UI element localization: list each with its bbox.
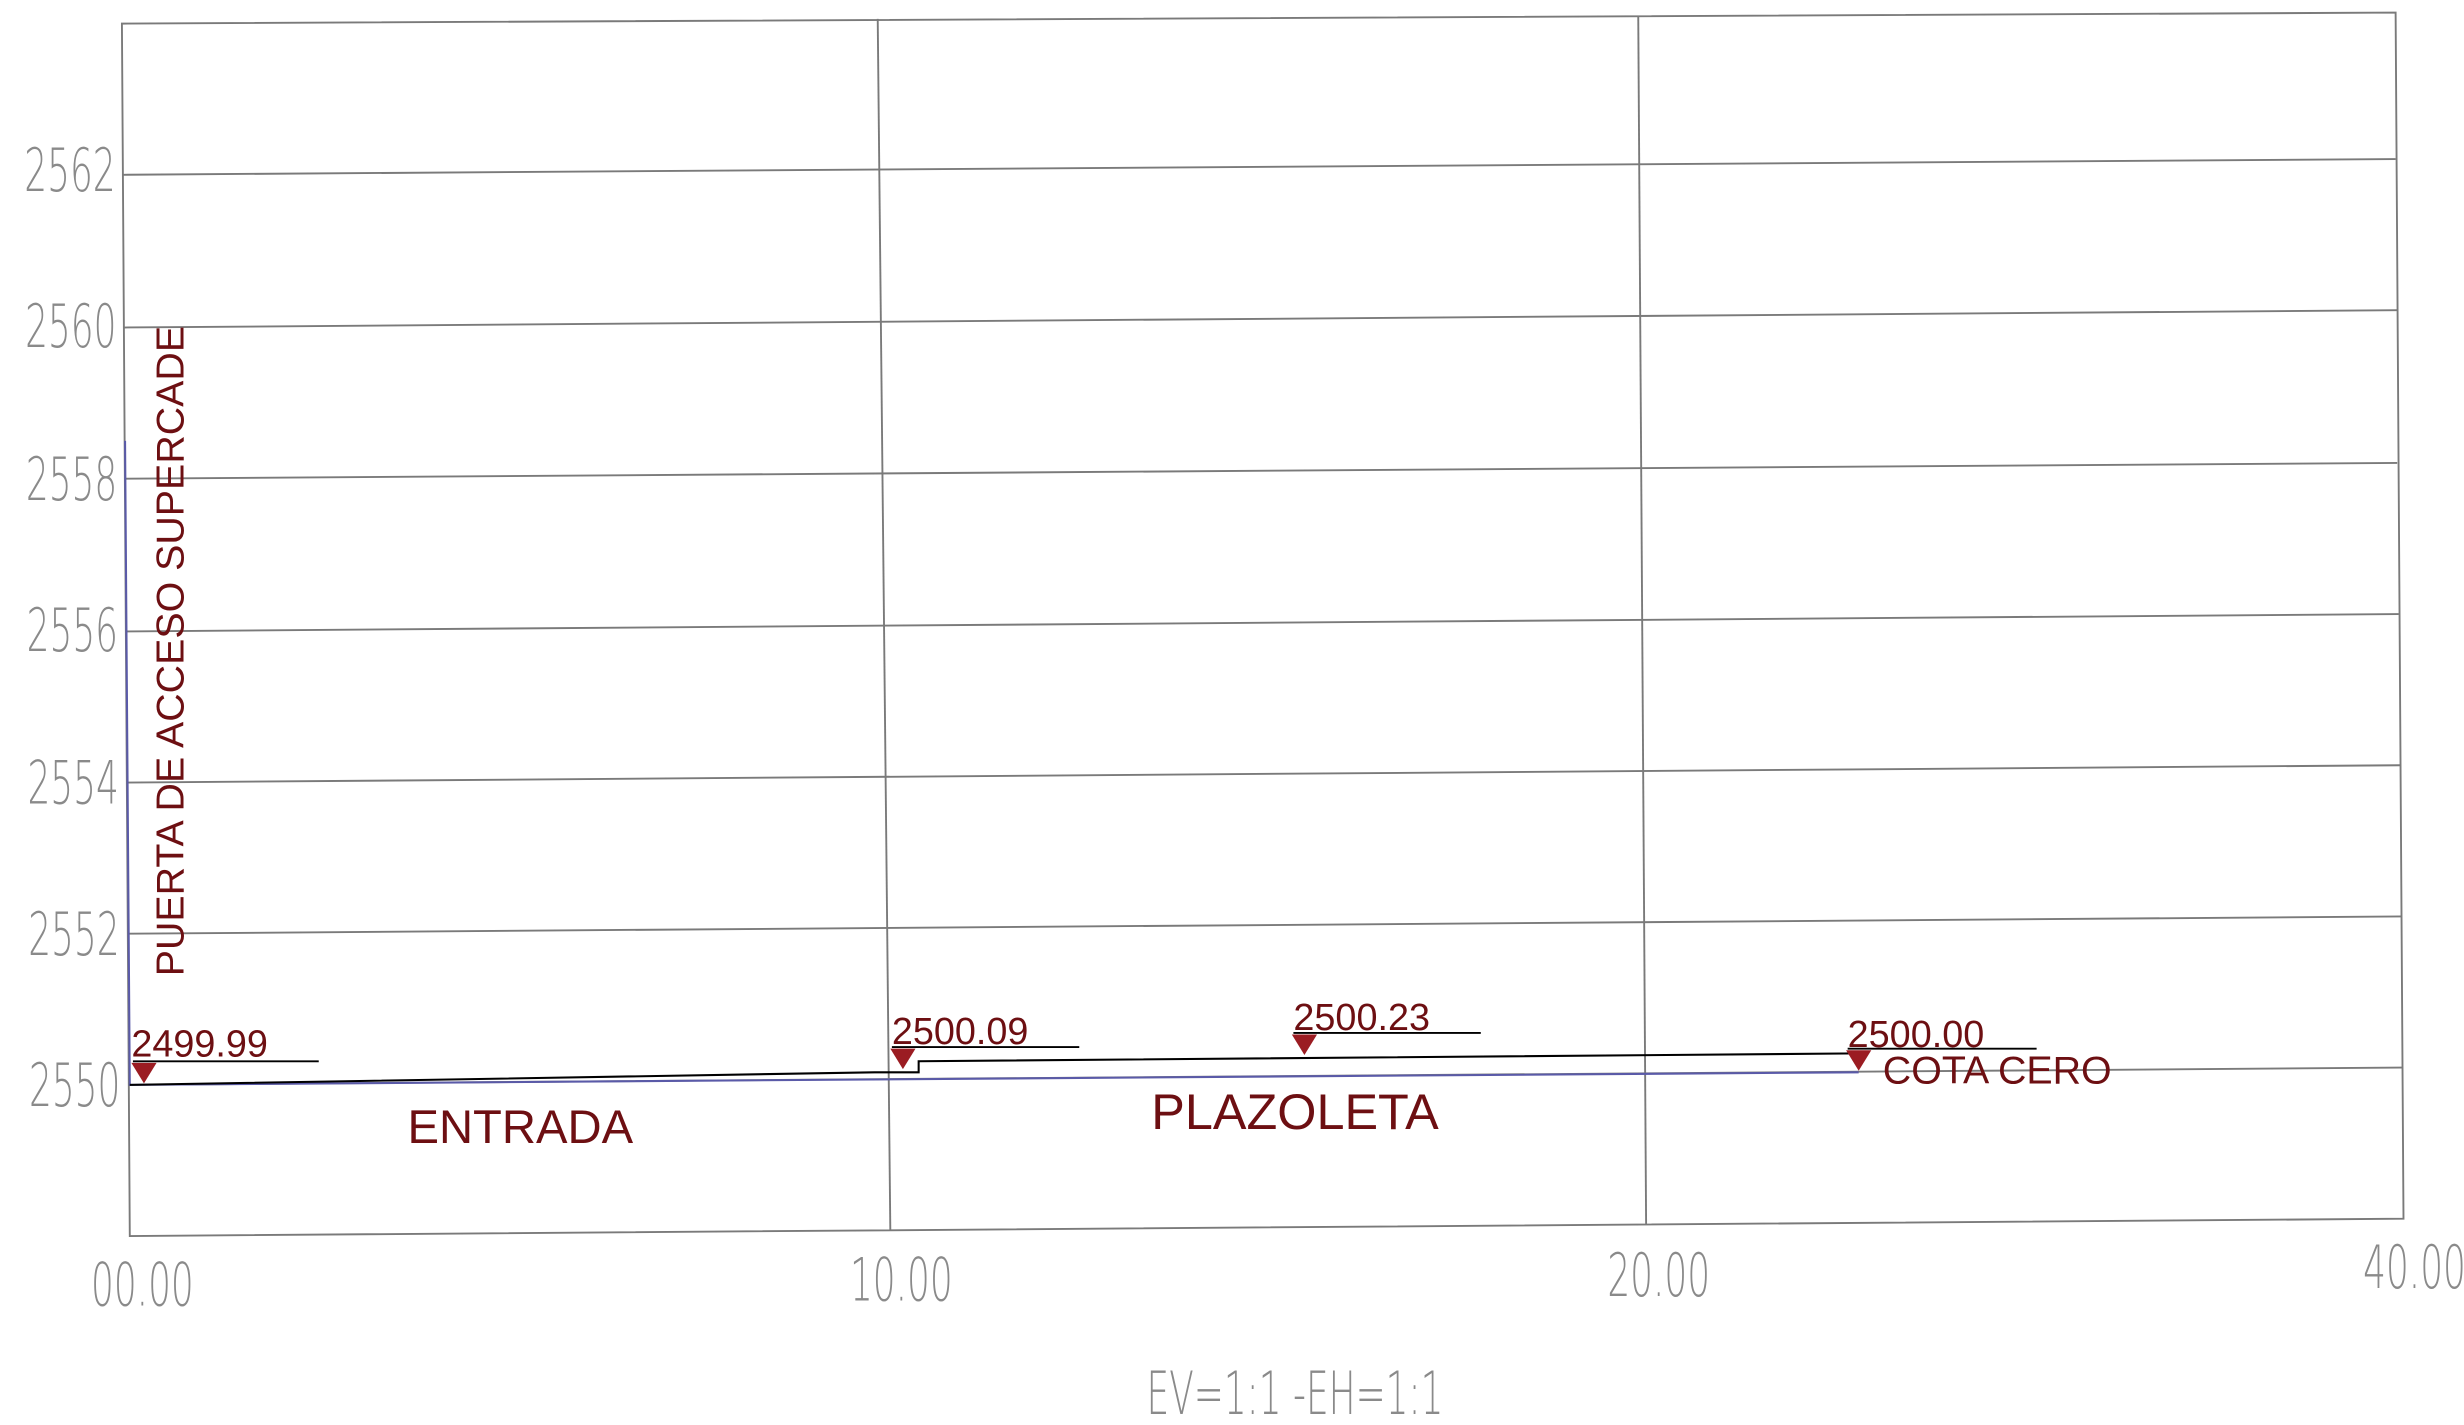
ground-profile	[129, 1052, 1859, 1086]
zone-label: ENTRADA	[407, 1101, 633, 1154]
x-axis-label: 00.00	[91, 1250, 194, 1320]
x-axis-label: 20.00	[1607, 1240, 1710, 1310]
blue-profile	[124, 440, 1859, 1086]
y-axis-label: 2552	[28, 899, 119, 969]
y-axis-label: 2554	[27, 748, 118, 818]
x-axis-label: 10.00	[850, 1245, 953, 1315]
y-axis-label: 2550	[29, 1050, 120, 1120]
vertical-label: PUERTA DE ACCESO SUPERCADE	[148, 326, 192, 976]
zone-label: COTA CERO	[1883, 1048, 2112, 1092]
elevation-markers	[131, 1031, 2037, 1084]
y-axis-label: 2558	[26, 444, 117, 514]
elevation-label: 2500.00	[1848, 1014, 1985, 1056]
y-axis-label: 2556	[27, 595, 118, 665]
x-axis-labels: 00.00 10.00 20.00 40.00	[91, 1232, 2464, 1320]
x-axis-label: 40.00	[2363, 1232, 2464, 1302]
elevation-label: 2500.09	[892, 1011, 1029, 1053]
y-axis-label: 2560	[25, 291, 116, 361]
elevation-label: 2499.99	[131, 1024, 268, 1066]
elevation-label: 2500.23	[1293, 997, 1430, 1039]
y-axis-label: 2562	[24, 135, 115, 205]
scale-note: EV=1:1 -EH=1:1	[1147, 1358, 1444, 1425]
zone-label: PLAZOLETA	[1151, 1083, 1439, 1140]
y-axis-labels: 2562 2560 2558 2556 2554 2552 2550	[24, 135, 120, 1120]
